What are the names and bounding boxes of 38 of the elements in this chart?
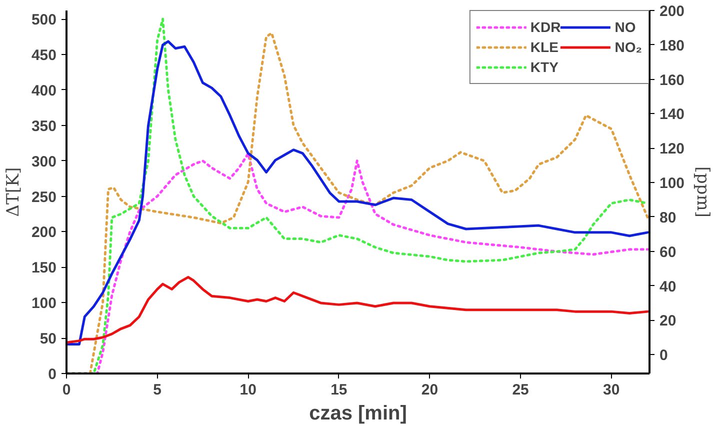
y2-tick-label: 60 — [660, 244, 676, 261]
x-tick-label: 10 — [240, 382, 256, 398]
x-tick-label: 15 — [330, 382, 348, 398]
y2-tick-label: 200 — [660, 3, 685, 20]
y2-tick-label: 80 — [660, 209, 676, 226]
legend-label: KDR — [530, 19, 561, 35]
y2-tick-label: 100 — [660, 175, 685, 192]
legend-label: NO — [614, 19, 636, 35]
y-tick-label: 350 — [31, 118, 57, 135]
x-tick-label: 5 — [153, 382, 162, 398]
y2-tick-label: 160 — [660, 72, 685, 89]
y-tick-label: 250 — [31, 188, 57, 206]
y2-axis-title: [ppm] — [692, 166, 713, 218]
x-tick-label: 30 — [603, 382, 620, 398]
y2-tick-label: 140 — [660, 106, 685, 124]
y-tick-label: 150 — [31, 260, 57, 277]
y2-tick-label: 40 — [660, 278, 676, 296]
y-tick-label: 450 — [31, 46, 57, 64]
y-tick-label: 50 — [40, 330, 57, 348]
y2-tick-label: 20 — [660, 312, 676, 330]
y-tick-label: 0 — [48, 366, 56, 383]
x-axis-title: czas [min] — [309, 402, 407, 424]
y2-tick-label: 0 — [660, 347, 668, 364]
x-tick-label: 20 — [421, 382, 438, 398]
y-tick-label: 400 — [31, 82, 57, 100]
legend-label: KTY — [530, 59, 558, 75]
x-tick-label: 25 — [512, 382, 529, 398]
y2-tick-label: 120 — [660, 140, 685, 158]
legend-label: NO₂ — [614, 39, 642, 55]
legend-label: KLE — [530, 39, 558, 55]
y-tick-label: 500 — [31, 12, 57, 29]
y-tick-label: 200 — [31, 224, 57, 242]
y-tick-label: 300 — [31, 153, 57, 170]
y-axis-title: ΔT[K] — [3, 167, 24, 217]
line-series — [66, 276, 649, 344]
y-tick-label: 100 — [31, 295, 57, 312]
y2-tick-label: 180 — [660, 37, 685, 54]
x-tick-label: 0 — [62, 382, 71, 398]
